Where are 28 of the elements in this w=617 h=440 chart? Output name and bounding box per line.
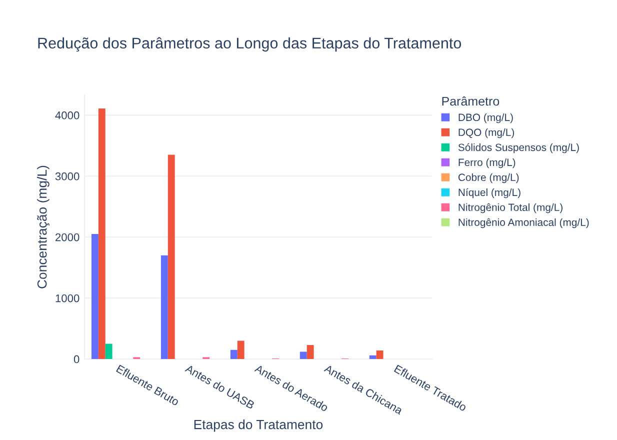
y-tick-label: 2000 [56, 233, 80, 242]
legend-label: Nitrogênio Total (mg/L) [458, 203, 562, 214]
legend-label: Sólidos Suspensos (mg/L) [458, 143, 579, 154]
bar [300, 352, 307, 360]
bar [230, 350, 238, 360]
bar [369, 355, 376, 360]
legend-label: Níquel (mg/L) [458, 188, 520, 198]
y-tick-label: 1000 [56, 294, 80, 302]
bar [376, 350, 384, 360]
legend-label: DQO (mg/L) [458, 128, 514, 138]
bar [105, 344, 112, 360]
bar [306, 345, 314, 360]
legend-title: Parâmetro [442, 96, 500, 106]
y-tick-label: 0 [74, 355, 80, 364]
bar [160, 255, 168, 360]
bar [98, 108, 106, 360]
y-axis-title: Concentração (mg/L) [37, 166, 50, 288]
y-tick-label: 4000 [55, 111, 80, 120]
chart-title: Redução dos Parâmetros ao Longo das Etapas do Tratamento [38, 37, 462, 52]
y-tick-label: 3000 [55, 172, 80, 180]
x-axis-title: Etapas do Tratamento [194, 420, 323, 432]
legend-label: Nitrogênio Amoniacal (mg/L) [458, 218, 589, 228]
legend-label: Ferro (mg/L) [458, 158, 516, 168]
legend-label: Cobre (mg/L) [458, 173, 519, 184]
bar [168, 154, 175, 360]
bar [91, 234, 98, 360]
bar [237, 340, 244, 360]
legend-label: DBO (mg/L) [458, 113, 513, 124]
